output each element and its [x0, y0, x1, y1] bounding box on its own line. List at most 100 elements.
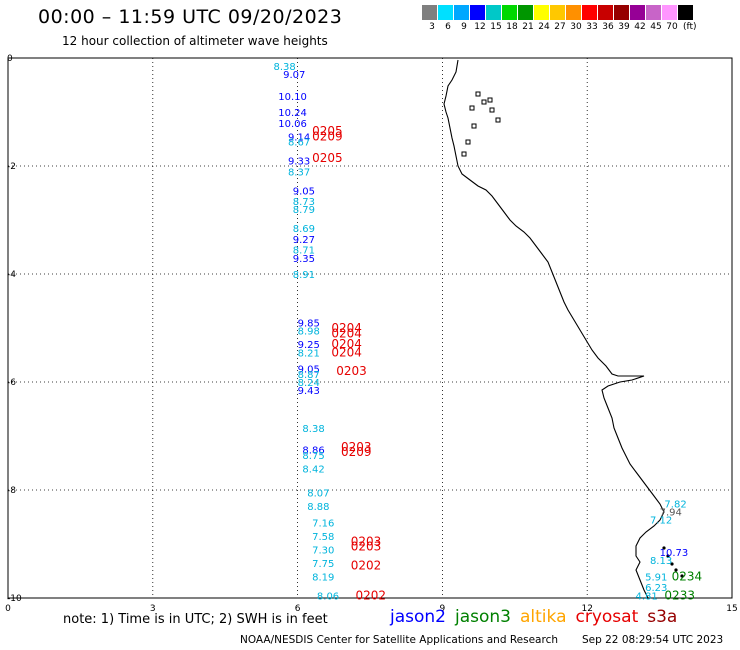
- data-label: 0203: [336, 364, 367, 378]
- colorbar-swatch: [518, 5, 534, 20]
- colorbar-label: 18: [506, 22, 518, 32]
- data-label: 0203: [351, 534, 382, 548]
- island-shape: [471, 123, 477, 129]
- data-label: 0202: [351, 559, 382, 573]
- data-label: 6.23: [645, 583, 667, 594]
- data-label: 9.05: [298, 365, 320, 376]
- data-label: 10.10: [278, 92, 307, 103]
- data-label: 0202: [356, 588, 387, 602]
- data-label: 0203: [341, 440, 372, 454]
- data-label: 8.98: [298, 327, 320, 338]
- data-label: 8.13: [650, 556, 672, 567]
- data-label: 8.42: [302, 464, 324, 475]
- colorbar-label: 27: [554, 22, 566, 32]
- legend-item-cryosat: cryosat: [575, 607, 639, 627]
- x-tick-label: 3: [150, 604, 156, 614]
- data-label: 10.24: [278, 108, 307, 119]
- colorbar-swatch: [614, 5, 630, 20]
- offshore-dot: [674, 568, 678, 572]
- data-label: 8.88: [307, 502, 329, 513]
- data-label: 7.16: [312, 518, 334, 529]
- plot-frame: [7, 57, 733, 599]
- y-tick-label: -4: [7, 270, 16, 280]
- data-label: 8.06: [317, 591, 339, 602]
- colorbar-swatch: [630, 5, 646, 20]
- colorbar-swatch: [582, 5, 598, 20]
- data-label: 9.07: [283, 70, 305, 81]
- data-label: 9.43: [298, 386, 320, 397]
- offshore-dot: [680, 574, 684, 578]
- data-label: 9.33: [288, 157, 310, 168]
- data-label: 7.30: [312, 545, 334, 556]
- data-label: 9.35: [293, 254, 315, 265]
- data-label: 0204: [331, 345, 362, 359]
- colorbar-label: 36: [602, 22, 614, 32]
- island-shape: [487, 97, 493, 103]
- island-shape: [469, 105, 475, 111]
- data-label: 8.24: [298, 378, 320, 389]
- data-label: 0233: [664, 588, 695, 602]
- credit-text: NOAA/NESDIS Center for Satellite Applica…: [240, 634, 558, 646]
- legend-item-altika: altika: [520, 607, 567, 627]
- colorbar-label: 39: [618, 22, 630, 32]
- data-label: 8.19: [312, 572, 334, 583]
- page-subtitle: 12 hour collection of altimeter wave hei…: [62, 34, 328, 48]
- data-label: 8.69: [293, 224, 315, 235]
- y-tick-label: 0: [7, 54, 13, 64]
- offshore-dot: [666, 554, 670, 558]
- data-label: 8.71: [293, 246, 315, 257]
- colorbar-label: 9: [461, 22, 467, 32]
- colorbar-swatch: [550, 5, 566, 20]
- x-tick-label: 9: [440, 604, 446, 614]
- data-label: 0234: [672, 569, 703, 583]
- data-label: 9.25: [298, 340, 320, 351]
- data-label: 7.82: [664, 500, 686, 511]
- colorbar-label: 12: [474, 22, 486, 32]
- colorbar-swatch: [646, 5, 662, 20]
- data-label: 7.94: [660, 508, 682, 519]
- colorbar-label: 15: [490, 22, 502, 32]
- colorbar-label: 42: [634, 22, 646, 32]
- footer-note: note: 1) Time is in UTC; 2) SWH is in fe…: [63, 612, 328, 627]
- data-label: 7.58: [312, 532, 334, 543]
- legend-item-jason2: jason2: [390, 607, 446, 627]
- data-label: 0209: [341, 445, 372, 459]
- data-label: 7.12: [650, 516, 672, 527]
- x-tick-label: 12: [581, 604, 592, 614]
- colorbar-swatch: [422, 5, 438, 20]
- data-label: 8.86: [302, 446, 324, 457]
- data-label: 9.27: [293, 235, 315, 246]
- x-tick-label: 6: [295, 604, 301, 614]
- data-label: 10.06: [278, 119, 307, 130]
- data-label: 0205: [312, 124, 343, 138]
- data-label: 8.79: [293, 205, 315, 216]
- colorbar-swatch: [470, 5, 486, 20]
- data-label: 8.67: [288, 138, 310, 149]
- island-shape: [461, 151, 467, 157]
- colorbar-swatch: [438, 5, 454, 20]
- data-label: 8.91: [293, 270, 315, 281]
- data-label: 7.75: [312, 559, 334, 570]
- colorbar-label: 45: [650, 22, 662, 32]
- page-title: 00:00 – 11:59 UTC 09/20/2023: [38, 6, 343, 28]
- data-label: 8.21: [298, 348, 320, 359]
- data-label: 10.73: [660, 548, 689, 559]
- data-label: 0209: [312, 129, 343, 143]
- colorbar-swatch: [502, 5, 518, 20]
- colorbar-label: 6: [445, 22, 451, 32]
- island-shape: [465, 139, 471, 145]
- data-label: 9.85: [298, 319, 320, 330]
- data-label: 0204: [331, 321, 362, 335]
- colorbar-swatch: [678, 5, 694, 20]
- x-tick-label: 15: [726, 604, 737, 614]
- y-tick-label: -8: [7, 486, 16, 496]
- colorbar-swatch: [486, 5, 502, 20]
- x-tick-label: 0: [5, 604, 11, 614]
- data-label: 4.81: [635, 591, 657, 602]
- colorbar-swatch: [454, 5, 470, 20]
- data-label: 0205: [312, 151, 343, 165]
- offshore-dot: [662, 546, 666, 550]
- colorbar-label: 24: [538, 22, 550, 32]
- island-shape: [489, 107, 495, 113]
- colorbar-label: 70: [666, 22, 678, 32]
